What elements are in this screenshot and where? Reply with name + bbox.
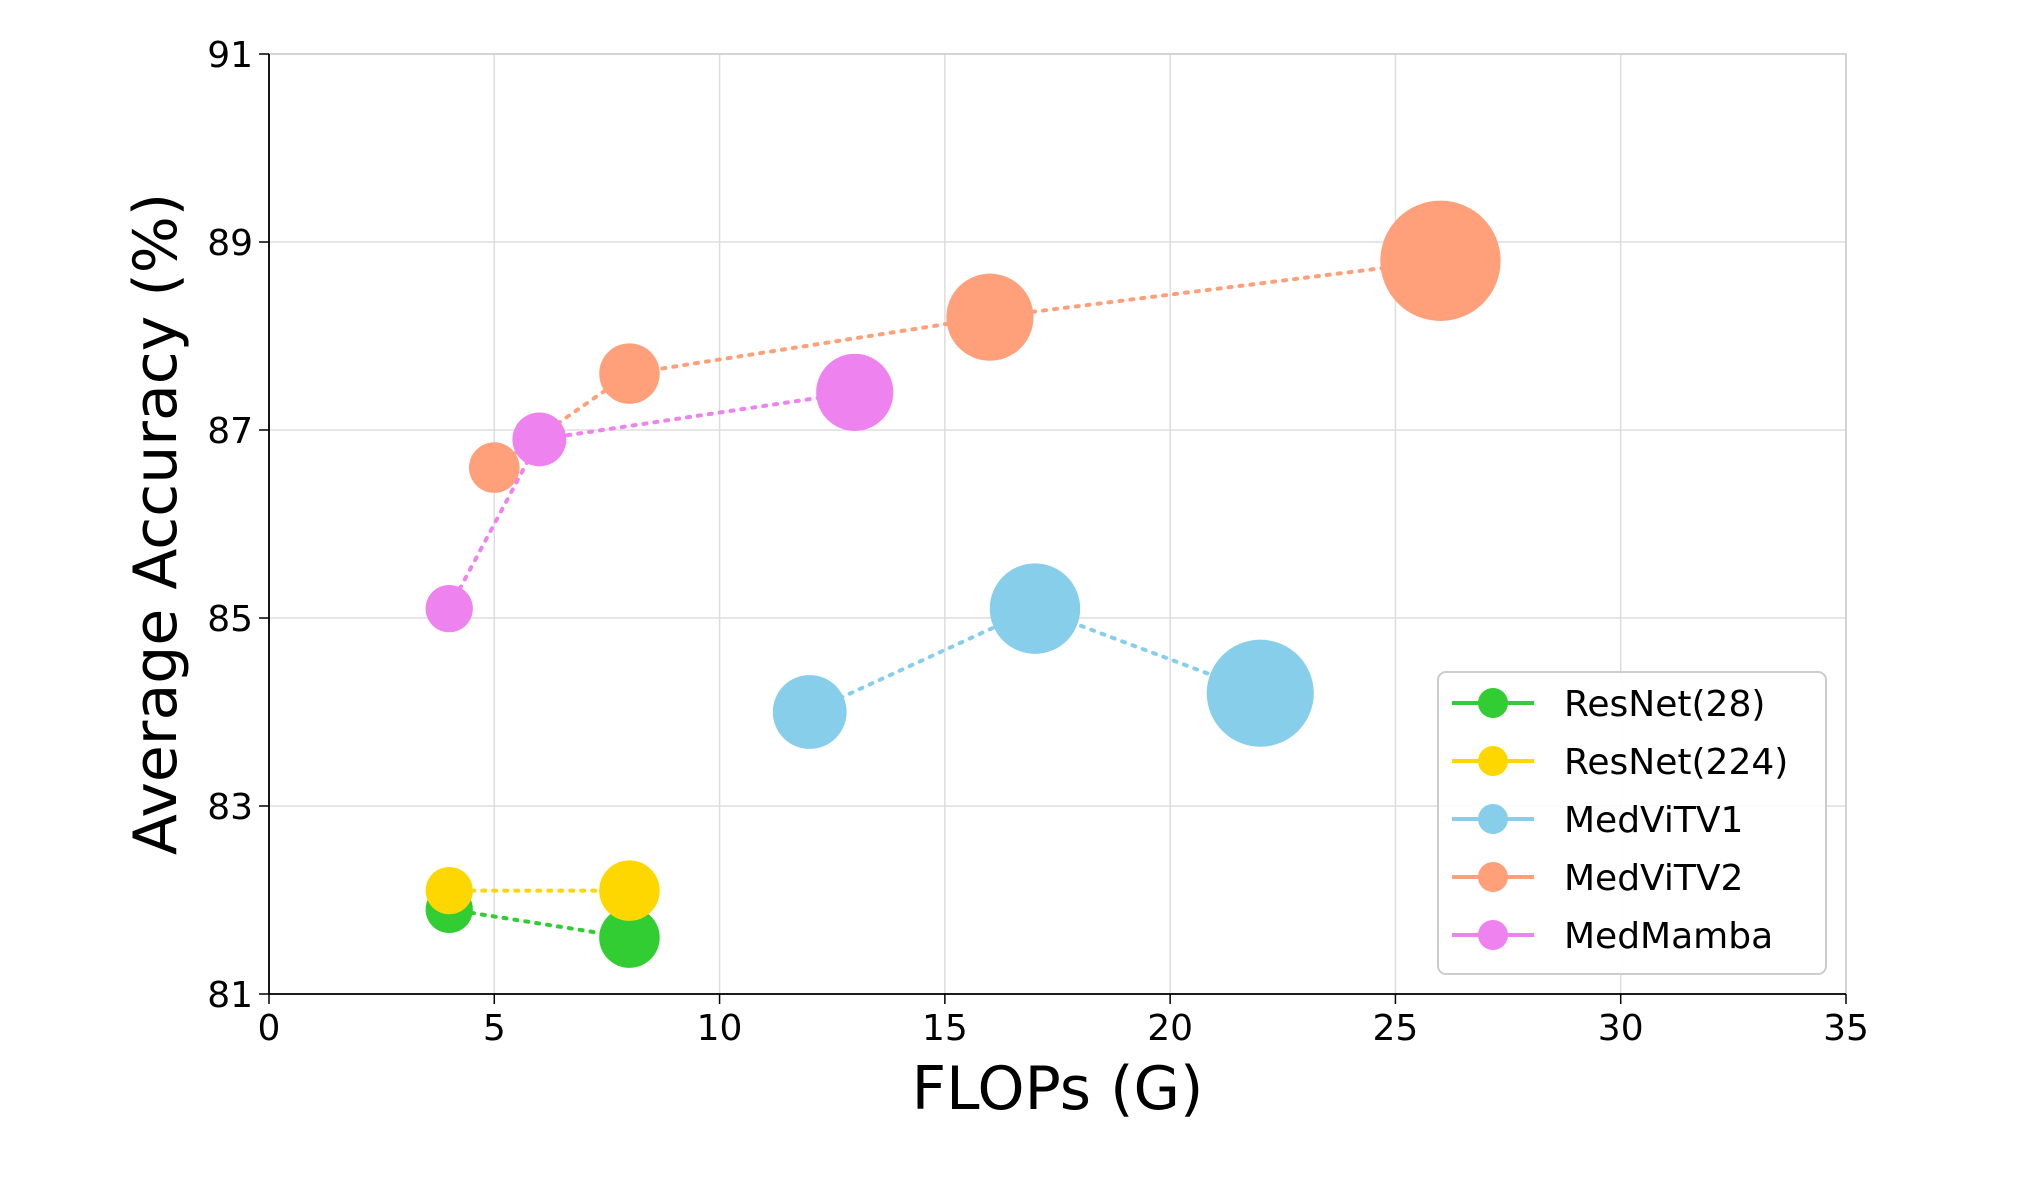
legend: ResNet(28) ResNet(224) MedViTV1 MedViTV2 Med… xyxy=(1437,671,1827,975)
data-point xyxy=(1206,639,1314,747)
x-tick-label: 20 xyxy=(1147,1008,1193,1049)
data-point xyxy=(989,563,1081,654)
series-connector-line xyxy=(807,606,1263,714)
data-point xyxy=(772,675,847,749)
legend-item: MedViTV2 xyxy=(1452,858,1743,899)
y-tick-label: 91 xyxy=(207,35,253,76)
y-tick-label: 81 xyxy=(207,975,253,1016)
y-tick-label: 87 xyxy=(207,411,253,452)
series-medvitv2 xyxy=(468,200,1501,493)
legend-label: MedMamba xyxy=(1564,916,1773,957)
x-tick-label: 15 xyxy=(922,1008,968,1049)
x-tick-label: 25 xyxy=(1373,1008,1419,1049)
legend-label: MedViTV1 xyxy=(1564,800,1743,841)
legend-label: MedViTV2 xyxy=(1564,858,1743,899)
x-tick-label: 35 xyxy=(1823,1008,1869,1049)
legend-item: MedMamba xyxy=(1452,916,1773,957)
legend-label: ResNet(28) xyxy=(1564,684,1765,725)
series-connector-line xyxy=(447,390,857,611)
series-connector-line xyxy=(447,907,632,940)
series-medvitv1 xyxy=(772,563,1314,749)
data-point xyxy=(599,907,660,968)
y-tick-label: 83 xyxy=(207,787,253,828)
legend-marker xyxy=(1478,862,1508,892)
data-point xyxy=(946,273,1034,361)
series-medmamba xyxy=(425,353,894,633)
legend-marker xyxy=(1478,920,1508,950)
series-resnet-224- xyxy=(425,860,660,921)
legend-marker xyxy=(1478,688,1508,718)
legend-item: ResNet(28) xyxy=(1452,684,1765,725)
y-axis-title: Average Accuracy (%) xyxy=(121,193,191,855)
data-point xyxy=(816,353,894,431)
x-tick-label: 30 xyxy=(1598,1008,1644,1049)
legend-marker xyxy=(1478,804,1508,834)
x-axis-title: FLOPs (G) xyxy=(912,1054,1204,1124)
x-tick-label: 10 xyxy=(697,1008,743,1049)
x-tick-label: 5 xyxy=(483,1008,506,1049)
legend-box xyxy=(1437,671,1827,975)
data-point xyxy=(512,412,567,467)
data-point xyxy=(425,584,473,633)
legend-item: ResNet(224) xyxy=(1452,742,1788,783)
legend-item: MedViTV1 xyxy=(1452,800,1743,841)
series-layer xyxy=(425,200,1501,968)
data-point xyxy=(599,860,660,921)
y-tick-label: 89 xyxy=(207,223,253,264)
data-point xyxy=(1380,200,1501,321)
legend-label: ResNet(224) xyxy=(1564,742,1788,783)
x-tick-label: 0 xyxy=(258,1008,281,1049)
legend-marker xyxy=(1478,746,1508,776)
data-point xyxy=(468,442,520,493)
y-tick-label: 85 xyxy=(207,599,253,640)
data-point xyxy=(425,866,473,915)
data-point xyxy=(599,343,660,404)
axes: 0 5 10 15 20 25 30 35 81 83 85 87 89 91 xyxy=(207,35,1869,1049)
